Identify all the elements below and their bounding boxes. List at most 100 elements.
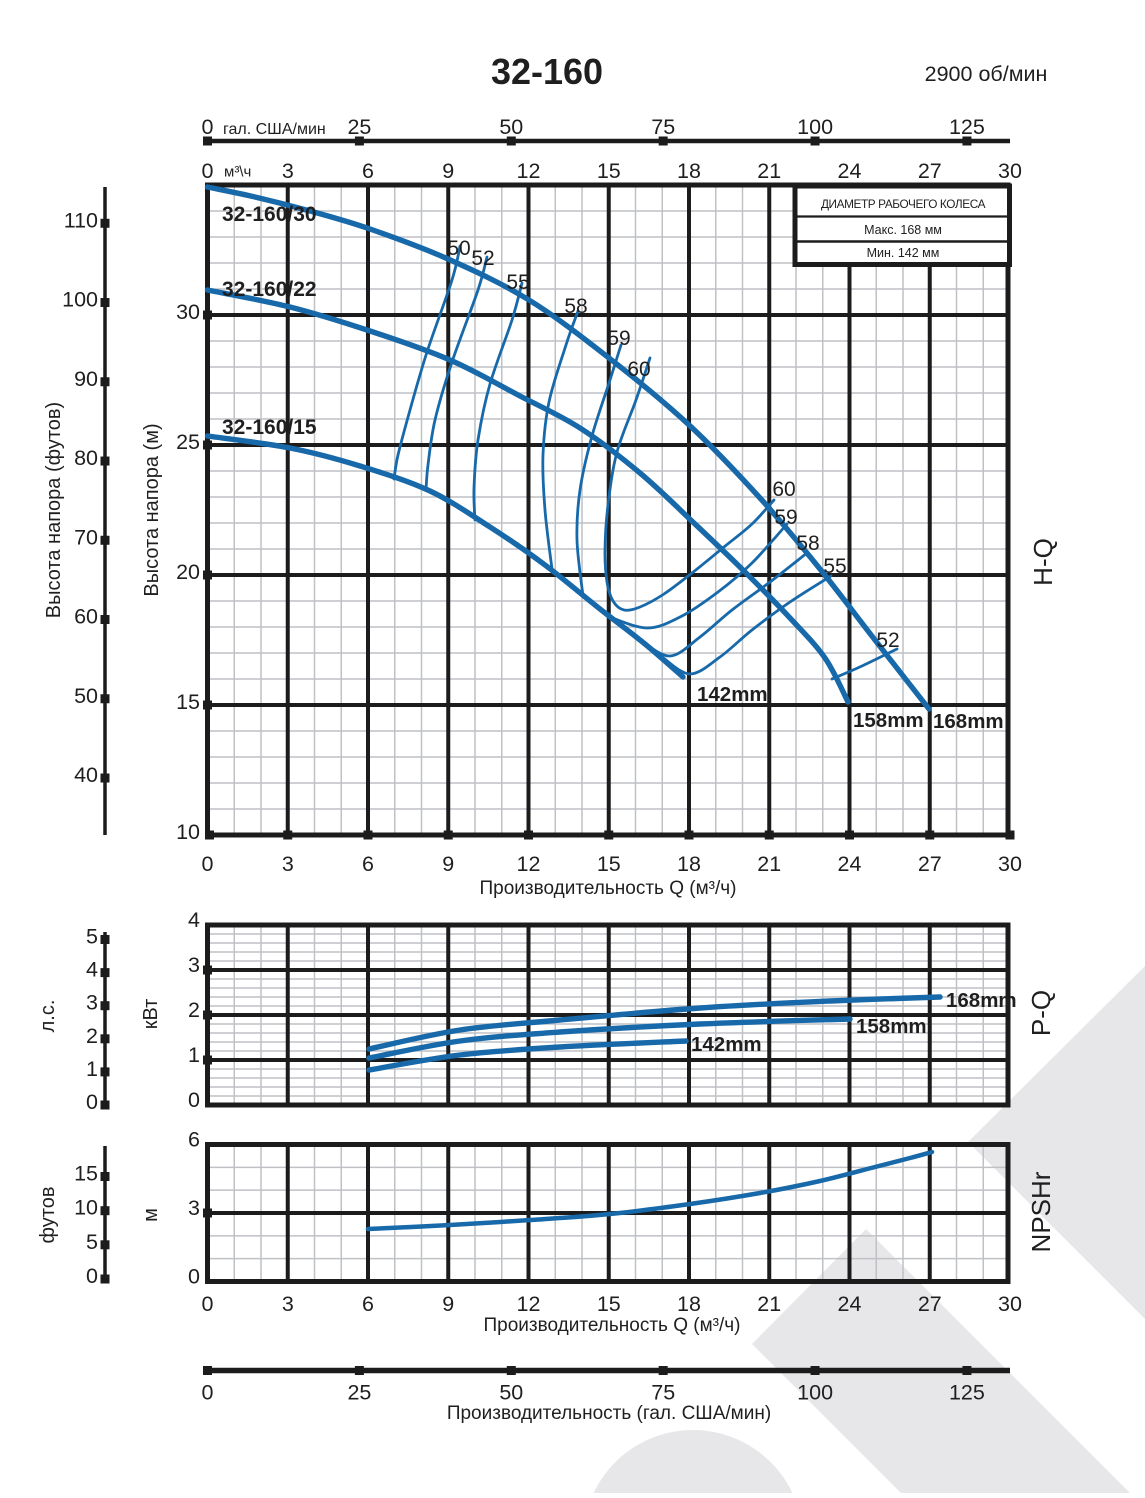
svg-text:15: 15 [176, 690, 200, 714]
svg-text:0: 0 [202, 159, 214, 183]
svg-text:Высота напора (футов): Высота напора (футов) [43, 402, 65, 618]
svg-text:125: 125 [949, 1381, 985, 1405]
svg-text:110: 110 [64, 208, 98, 232]
svg-text:6: 6 [362, 852, 374, 876]
svg-text:58: 58 [796, 532, 819, 555]
svg-text:Производительность Q (м³/ч): Производительность Q (м³/ч) [484, 1315, 741, 1336]
svg-text:12: 12 [517, 1292, 541, 1316]
svg-text:24: 24 [838, 1292, 862, 1316]
svg-text:40: 40 [74, 763, 98, 787]
svg-text:60: 60 [627, 358, 650, 381]
svg-text:30: 30 [998, 1292, 1022, 1316]
svg-text:6: 6 [188, 1128, 200, 1152]
svg-text:10: 10 [74, 1196, 98, 1220]
svg-text:32-160/22: 32-160/22 [222, 278, 317, 301]
svg-text:0: 0 [188, 1088, 200, 1112]
svg-text:15: 15 [74, 1162, 98, 1186]
svg-text:4: 4 [86, 958, 98, 982]
svg-text:21: 21 [757, 1292, 781, 1316]
svg-text:27: 27 [918, 1292, 942, 1316]
svg-text:52: 52 [471, 247, 494, 270]
svg-text:168mm: 168mm [933, 710, 1004, 733]
svg-text:2900 об/мин: 2900 об/мин [925, 62, 1048, 86]
svg-text:25: 25 [347, 1381, 371, 1405]
svg-text:Производительность Q (м³/ч): Производительность Q (м³/ч) [480, 878, 737, 899]
svg-text:75: 75 [651, 115, 675, 139]
svg-text:10: 10 [176, 820, 200, 844]
svg-text:90: 90 [74, 367, 98, 391]
svg-text:59: 59 [607, 327, 630, 350]
svg-text:12: 12 [517, 852, 541, 876]
svg-text:75: 75 [651, 1381, 675, 1405]
svg-text:л.с.: л.с. [37, 1000, 59, 1033]
svg-text:18: 18 [677, 159, 701, 183]
svg-text:0: 0 [188, 1265, 200, 1289]
svg-text:2: 2 [86, 1024, 98, 1048]
svg-text:142mm: 142mm [691, 1033, 762, 1056]
svg-text:18: 18 [677, 1292, 701, 1316]
svg-text:55: 55 [506, 271, 529, 294]
svg-text:55: 55 [823, 555, 846, 578]
svg-text:0: 0 [86, 1264, 98, 1288]
svg-text:0: 0 [202, 115, 214, 139]
svg-text:3: 3 [188, 1196, 200, 1220]
svg-text:58: 58 [564, 295, 587, 318]
svg-text:59: 59 [774, 506, 797, 529]
svg-text:21: 21 [757, 159, 781, 183]
svg-text:32-160/30: 32-160/30 [222, 203, 317, 226]
svg-text:м³\ч: м³\ч [224, 164, 251, 181]
svg-text:50: 50 [499, 1381, 523, 1405]
svg-text:6: 6 [362, 1292, 374, 1316]
svg-text:0: 0 [202, 1292, 214, 1316]
svg-text:3: 3 [282, 852, 294, 876]
svg-text:1: 1 [188, 1043, 200, 1067]
svg-text:12: 12 [517, 159, 541, 183]
svg-text:30: 30 [998, 159, 1022, 183]
svg-text:27: 27 [918, 852, 942, 876]
svg-text:3: 3 [282, 1292, 294, 1316]
svg-text:30: 30 [998, 852, 1022, 876]
svg-text:5: 5 [86, 1230, 98, 1254]
svg-text:25: 25 [347, 115, 371, 139]
svg-text:21: 21 [757, 852, 781, 876]
svg-text:15: 15 [597, 1292, 621, 1316]
svg-text:32-160/15: 32-160/15 [222, 416, 317, 439]
svg-text:18: 18 [677, 852, 701, 876]
svg-text:125: 125 [949, 115, 985, 139]
svg-text:9: 9 [442, 1292, 454, 1316]
svg-text:футов: футов [37, 1187, 59, 1244]
svg-text:6: 6 [362, 159, 374, 183]
svg-text:P-Q: P-Q [1026, 990, 1056, 1036]
svg-text:3: 3 [188, 953, 200, 977]
svg-text:0: 0 [202, 1381, 214, 1405]
svg-text:4: 4 [188, 908, 200, 932]
svg-text:Мин. 142 мм: Мин. 142 мм [867, 246, 940, 260]
svg-text:9: 9 [442, 852, 454, 876]
svg-text:30: 30 [176, 300, 200, 324]
svg-text:NPSHr: NPSHr [1026, 1171, 1056, 1252]
svg-text:ДИАМЕТР РАБОЧЕГО КОЛЕСА: ДИАМЕТР РАБОЧЕГО КОЛЕСА [821, 197, 986, 211]
svg-text:158mm: 158mm [856, 1015, 927, 1038]
svg-text:3: 3 [86, 991, 98, 1015]
svg-text:80: 80 [74, 446, 98, 470]
svg-text:158mm: 158mm [853, 709, 924, 732]
svg-text:H-Q: H-Q [1028, 538, 1058, 586]
svg-text:20: 20 [176, 560, 200, 584]
svg-text:32-160: 32-160 [491, 51, 603, 92]
svg-text:60: 60 [74, 605, 98, 629]
svg-text:142mm: 142mm [697, 683, 768, 706]
svg-text:м: м [140, 1208, 162, 1222]
svg-text:50: 50 [499, 115, 523, 139]
svg-text:5: 5 [86, 925, 98, 949]
svg-text:27: 27 [918, 159, 942, 183]
svg-text:3: 3 [282, 159, 294, 183]
svg-text:52: 52 [876, 629, 899, 652]
svg-text:Макс. 168 мм: Макс. 168 мм [864, 223, 942, 237]
svg-text:1: 1 [86, 1057, 98, 1081]
svg-text:70: 70 [74, 525, 98, 549]
svg-text:100: 100 [797, 1381, 833, 1405]
svg-text:100: 100 [62, 288, 98, 312]
svg-text:9: 9 [442, 159, 454, 183]
svg-text:гал. США/мин: гал. США/мин [223, 121, 326, 138]
svg-text:100: 100 [797, 115, 833, 139]
